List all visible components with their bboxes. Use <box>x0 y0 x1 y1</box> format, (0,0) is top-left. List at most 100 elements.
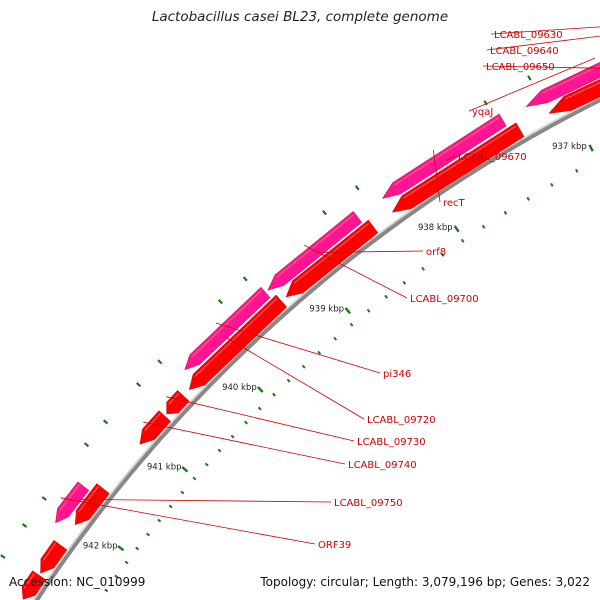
scale-label: 937 kbp <box>552 142 587 152</box>
inner-tick <box>527 75 532 81</box>
gene-label: LCABL_09740 <box>348 460 417 471</box>
outer-tick <box>230 434 235 439</box>
gene-label: yqaJ <box>472 107 493 118</box>
gene-label: LCABL_09670 <box>458 152 527 163</box>
gene-label: LCABL_09730 <box>357 437 426 448</box>
scale-label: 939 kbp <box>309 304 344 314</box>
gene-label: LCABL_09630 <box>494 30 563 41</box>
label-leader-lines <box>60 26 600 545</box>
outer-tick <box>204 462 209 467</box>
label-leader <box>215 322 381 374</box>
gene-arrow <box>55 481 90 524</box>
label-leader <box>143 421 346 465</box>
scale-tick <box>588 144 594 152</box>
inner-tick <box>0 554 6 559</box>
inner-tick <box>354 185 360 191</box>
inner-tick <box>102 419 109 425</box>
scale-label: 938 kbp <box>418 223 453 233</box>
outer-tick <box>157 518 162 523</box>
gene-arrow <box>285 219 379 298</box>
inner-tick <box>83 442 90 448</box>
topology-label: Topology: circular <box>260 575 365 589</box>
gene-arrow <box>184 286 271 371</box>
outer-tick <box>550 182 554 187</box>
outer-tick <box>244 420 248 425</box>
outer-tick <box>421 266 425 271</box>
outer-tick <box>503 210 508 215</box>
outer-tick <box>124 560 129 565</box>
outer-tick <box>168 504 173 509</box>
outer-tick <box>180 490 185 495</box>
gene-arrow <box>391 122 525 213</box>
inner-tick <box>242 276 248 282</box>
gene-label: pi346 <box>383 369 411 380</box>
label-leader <box>224 336 365 420</box>
gene-arrow <box>188 294 287 390</box>
outer-tick <box>384 294 389 299</box>
outer-tick <box>526 196 530 201</box>
outer-tick <box>272 392 276 397</box>
inner-tick <box>217 299 223 305</box>
outer-tick <box>349 322 354 327</box>
outer-tick <box>146 532 151 537</box>
outer-tick <box>286 378 291 383</box>
gene-arrow <box>525 62 600 108</box>
scale-ticks <box>117 144 594 552</box>
inner-tick <box>157 359 163 365</box>
scale-label: 940 kbp <box>222 383 257 393</box>
gene-arrow <box>74 483 110 526</box>
outer-tick <box>192 476 197 481</box>
label-leader <box>445 155 456 162</box>
scale-tick <box>344 307 351 315</box>
outer-tick <box>217 448 222 453</box>
gene-labels: LCABL_09630 LCABL_09640 LCABL_09650 yqaJ LCA… <box>318 30 563 551</box>
scale-tick <box>181 466 189 473</box>
outer-tick <box>366 308 371 313</box>
gene-label: orf8 <box>426 247 446 258</box>
outer-tick <box>135 546 140 551</box>
scale-tick <box>256 386 264 393</box>
label-leader <box>432 149 441 203</box>
label-leader <box>320 250 424 253</box>
gene-arrow <box>21 570 47 600</box>
gene-arrow <box>139 410 171 445</box>
map-title: Lactobacillus casei BL23, complete genom… <box>151 9 449 25</box>
gene-label: LCABL_09720 <box>367 415 436 426</box>
scale-tick <box>117 545 125 552</box>
outer-tick <box>460 238 465 243</box>
label-leader <box>482 65 600 69</box>
label-leader <box>490 26 600 35</box>
gene-arrow <box>166 390 190 415</box>
outer-tick <box>301 364 306 369</box>
gene-label: ORF39 <box>318 540 351 551</box>
inner-tick <box>483 100 488 106</box>
gene-label: LCABL_09640 <box>490 46 559 57</box>
label-leader <box>79 498 332 503</box>
label-leader <box>60 497 316 545</box>
gene-label: LCABL_09750 <box>334 498 403 509</box>
accession-label: Accession: NC_010999 <box>9 575 146 589</box>
gene-arrow <box>40 540 68 574</box>
outer-tick <box>104 588 109 593</box>
gene-count-label: Genes: 3,022 <box>502 575 590 589</box>
gene-arrow <box>548 79 600 114</box>
genome-backbone-highlight <box>32 95 600 600</box>
scale-label: 942 kbp <box>83 541 118 551</box>
inner-tick <box>21 523 28 528</box>
gene-arrow <box>381 113 507 199</box>
label-leader <box>468 57 595 112</box>
gene-label: recT <box>443 198 466 209</box>
label-leader <box>486 35 600 51</box>
length-label: Length: 3,079,196 bp <box>365 575 502 589</box>
outer-tick <box>481 224 486 229</box>
gene-label: LCABL_09700 <box>410 294 479 305</box>
outer-tick <box>402 280 407 285</box>
outer-tick <box>575 168 579 173</box>
outer-tick-marks <box>104 168 579 593</box>
label-leader <box>303 244 408 299</box>
scale-label: 941 kbp <box>147 463 182 473</box>
inner-tick <box>41 496 47 501</box>
outer-tick <box>333 336 338 341</box>
